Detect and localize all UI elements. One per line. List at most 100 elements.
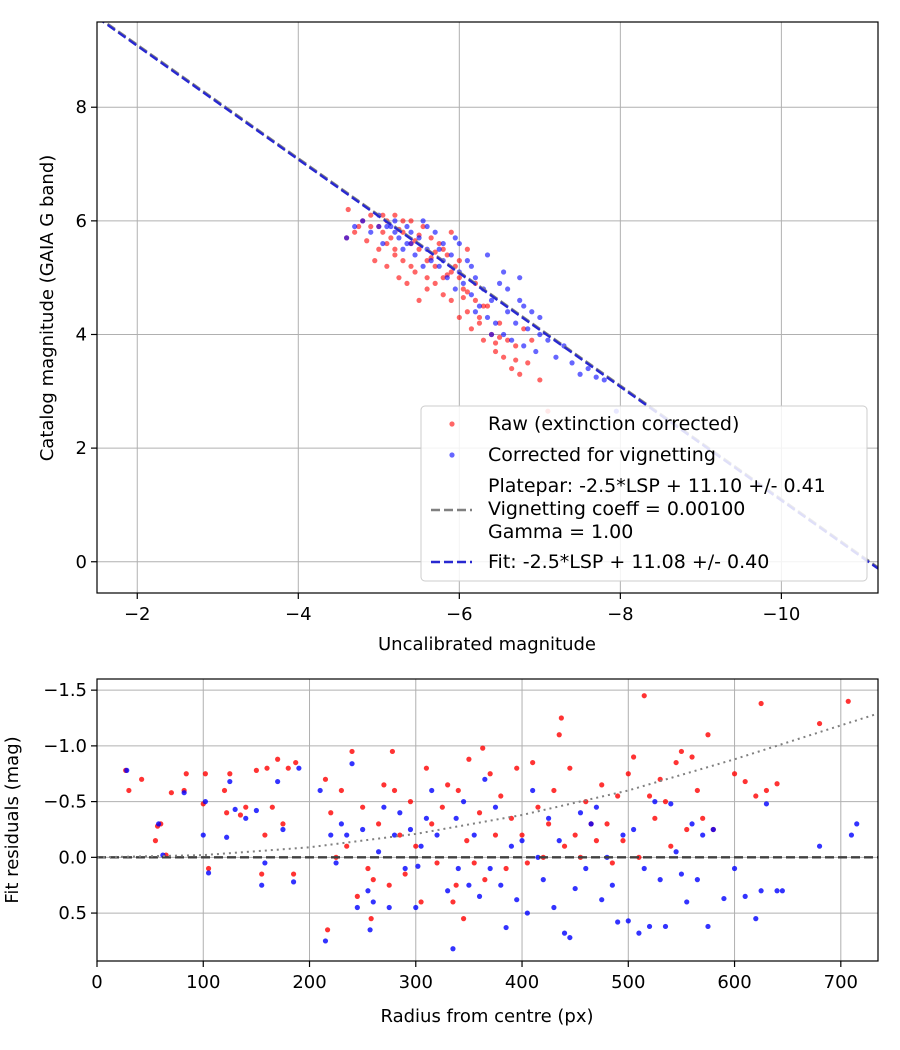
- data-point: [476, 303, 483, 309]
- data-point: [280, 826, 286, 833]
- data-point: [404, 223, 410, 230]
- data-point: [721, 895, 727, 902]
- data-point: [609, 860, 615, 866]
- data-point: [641, 693, 647, 699]
- data-point: [370, 877, 376, 883]
- data-point: [375, 821, 382, 827]
- x-tick-label: 500: [611, 972, 645, 993]
- data-point: [501, 354, 507, 360]
- data-point: [517, 275, 523, 281]
- data-point: [694, 787, 700, 794]
- data-point: [731, 865, 738, 872]
- data-point: [460, 294, 466, 301]
- data-point: [646, 793, 653, 799]
- data-point: [464, 258, 470, 264]
- data-point: [496, 320, 503, 326]
- data-point: [380, 212, 386, 218]
- data-point: [758, 888, 764, 894]
- data-point: [397, 832, 403, 838]
- top-legend: Raw (extinction corrected) Corrected for…: [420, 405, 868, 582]
- data-point: [408, 218, 414, 224]
- data-point: [448, 269, 454, 275]
- data-point: [402, 865, 408, 872]
- data-point: [455, 865, 461, 872]
- data-point: [631, 826, 637, 833]
- data-point: [480, 745, 486, 751]
- data-point: [227, 771, 233, 777]
- data-point: [452, 286, 458, 292]
- data-point: [124, 767, 130, 773]
- data-point: [436, 240, 442, 247]
- x-tick-label: 300: [399, 972, 433, 993]
- data-point: [476, 810, 483, 816]
- data-point: [525, 326, 531, 332]
- data-point: [588, 821, 594, 827]
- data-point: [415, 863, 421, 869]
- data-point: [525, 360, 531, 366]
- bottom-ticks: 0 100 200 300 400 500 600 700 0.5 0.0 −0.5 −1.0 −1.5: [43, 680, 858, 993]
- data-point: [456, 275, 462, 281]
- data-point: [183, 771, 189, 777]
- data-point: [416, 235, 422, 241]
- data-point: [381, 804, 387, 810]
- data-point: [152, 838, 159, 844]
- data-point: [662, 799, 669, 805]
- data-point: [423, 765, 430, 771]
- data-point: [224, 834, 230, 840]
- data-point: [577, 371, 583, 377]
- data-point: [436, 263, 442, 269]
- data-point: [126, 787, 132, 794]
- data-point: [376, 246, 382, 252]
- data-point: [440, 292, 446, 298]
- y-tick-label: 4: [76, 324, 87, 345]
- data-point: [290, 879, 297, 885]
- data-point: [460, 799, 467, 805]
- data-point: [678, 871, 685, 877]
- y-tick-label: −0.5: [43, 792, 87, 813]
- legend-corrected-label: Corrected for vignetting: [488, 444, 716, 466]
- data-point: [404, 240, 410, 247]
- data-point: [139, 776, 145, 782]
- data-point: [400, 246, 406, 252]
- x-tick-label: −6: [446, 604, 473, 625]
- data-point: [392, 229, 398, 235]
- data-point: [742, 893, 748, 899]
- top-y-axis-label: Catalog magnitude (GAIA G band): [37, 155, 58, 462]
- data-point: [181, 790, 187, 796]
- data-point: [408, 240, 414, 247]
- data-point: [521, 326, 527, 332]
- data-point: [558, 715, 564, 721]
- data-point: [205, 865, 212, 872]
- data-point: [275, 778, 281, 785]
- data-point: [432, 263, 438, 269]
- data-point: [599, 897, 605, 903]
- data-point: [324, 927, 331, 933]
- data-point: [615, 793, 621, 799]
- data-point: [259, 871, 265, 877]
- data-point: [487, 865, 493, 872]
- data-point: [545, 821, 552, 827]
- data-point: [448, 229, 454, 235]
- series-line: [97, 712, 878, 859]
- y-tick-label: 6: [76, 211, 87, 232]
- data-point: [434, 832, 440, 838]
- bottom-y-axis-label: Fit residuals (mag): [2, 736, 23, 903]
- data-point: [432, 229, 438, 235]
- data-point: [392, 252, 398, 258]
- y-tick-label: −1.0: [43, 736, 87, 757]
- data-point: [569, 360, 575, 366]
- data-point: [593, 838, 600, 844]
- data-point: [620, 832, 626, 838]
- data-point: [488, 331, 495, 338]
- data-point: [360, 804, 366, 810]
- data-point: [452, 235, 458, 241]
- data-point: [349, 761, 355, 767]
- data-point: [556, 732, 562, 738]
- data-point: [567, 765, 573, 771]
- data-point: [505, 337, 511, 343]
- data-point: [420, 223, 426, 230]
- data-point: [705, 732, 711, 738]
- data-point: [758, 700, 764, 707]
- data-point: [453, 882, 459, 888]
